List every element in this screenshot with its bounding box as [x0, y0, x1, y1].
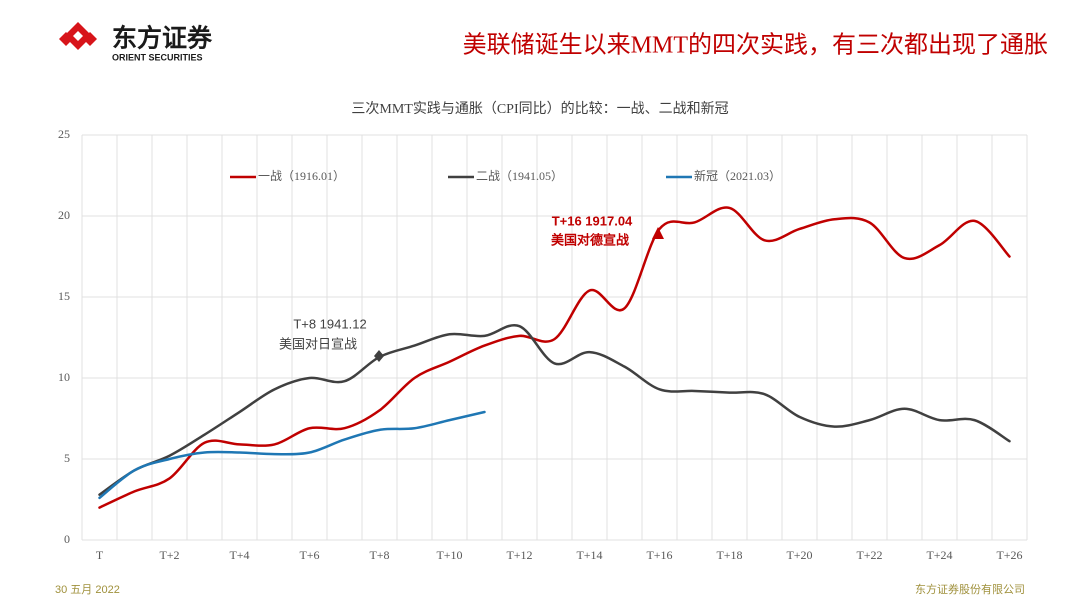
annotation-marker [374, 350, 384, 362]
annotation-title: T+8 1941.12 [293, 316, 366, 331]
x-tick-label: T+22 [856, 548, 882, 562]
y-tick-label: 0 [64, 532, 70, 546]
x-tick-label: T+14 [576, 548, 602, 562]
legend-label: 新冠（2021.03） [694, 168, 781, 183]
series-line [98, 323, 1011, 496]
logo-mark [59, 32, 73, 46]
x-tick-label: T+2 [159, 548, 179, 562]
x-tick-label: T+20 [786, 548, 812, 562]
plot: 0 5 10 15 20 25 T T+2 T+4 T+6 T+8 T+10 T+12 T+14 T+16 T… [58, 127, 1028, 562]
x-tick-label: T+8 [369, 548, 389, 562]
series-line [98, 206, 1011, 509]
legend-label: 二战（1941.05） [476, 169, 563, 183]
x-tick-label: T+4 [229, 548, 249, 562]
footer-date: 30 五月 2022 [55, 584, 120, 596]
slide-title: 美联储诞生以来MMT的四次实践，有三次都出现了通胀 [463, 32, 1048, 59]
legend-label: 一战（1916.01） [258, 169, 345, 183]
logo-mark [73, 31, 83, 41]
logo: 东方证券 ORIENT SECURITIES [59, 22, 213, 62]
annotation-title: T+16 1917.04 [552, 213, 633, 228]
y-tick-label: 5 [64, 451, 70, 465]
y-tick-label: 25 [58, 127, 70, 141]
y-tick-label: 15 [58, 289, 70, 303]
footer-company: 东方证券股份有限公司 [915, 582, 1025, 596]
y-tick-label: 10 [58, 370, 70, 384]
x-tick-label: T [96, 548, 104, 562]
x-tick-label: T+6 [299, 548, 319, 562]
logo-text: 东方证券 [112, 24, 213, 53]
annotation-marker [652, 227, 664, 239]
x-tick-label: T+10 [436, 548, 462, 562]
x-tick-label: T+12 [506, 548, 532, 562]
x-tick-label: T+26 [996, 548, 1022, 562]
series-line [98, 410, 486, 500]
x-tick-label: T+24 [926, 548, 952, 562]
logo-mark [83, 32, 97, 46]
annotation-text: 美国对日宣战 [279, 336, 357, 351]
logo-sub: ORIENT SECURITIES [112, 52, 203, 62]
y-tick-label: 20 [58, 208, 70, 222]
x-tick-label: T+18 [716, 548, 742, 562]
chart-title: 三次MMT实践与通胀（CPI同比）的比较：一战、二战和新冠 [351, 101, 728, 117]
x-tick-label: T+16 [646, 548, 672, 562]
annotation-text: 美国对德宣战 [551, 232, 629, 247]
